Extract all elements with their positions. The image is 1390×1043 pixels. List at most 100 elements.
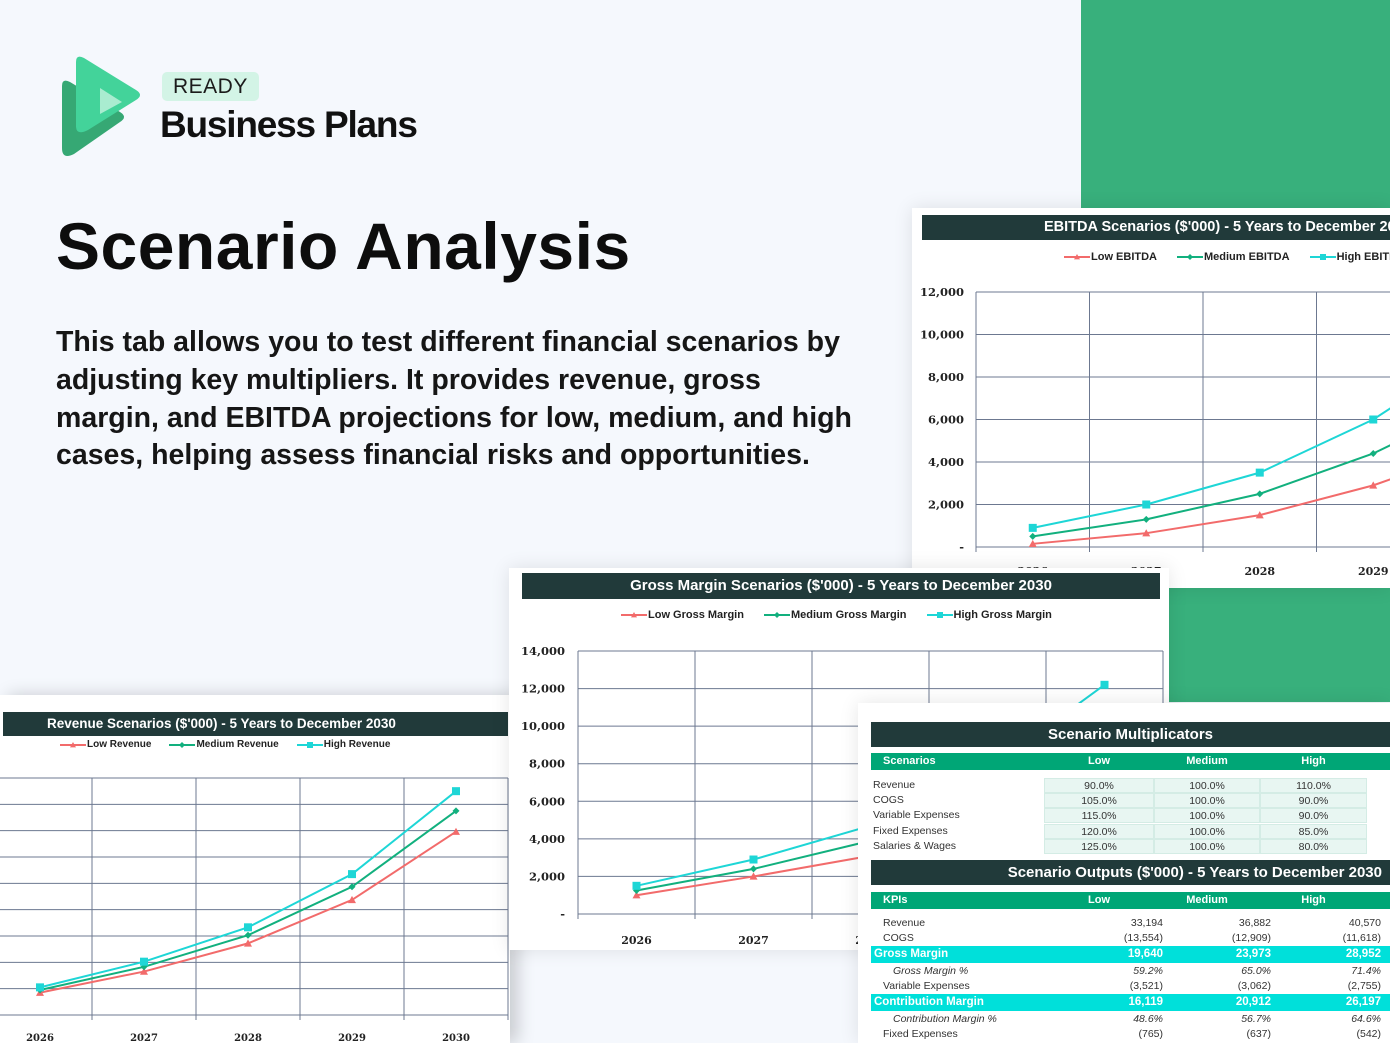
output-row: Fixed Expenses (765) (637) (542) [871, 1027, 1390, 1042]
chart-legend: Low EBITDA Medium EBITDA High EBITDA [1064, 251, 1390, 263]
output-value: (637) [1246, 1028, 1271, 1040]
revenue-chart-card: 2026 2027 2028 2029 2030 Revenue Scenarios (… [0, 695, 510, 1043]
x-tick-label: 2026 [26, 1033, 54, 1043]
header-cell: High [1301, 755, 1326, 767]
multiplicator-cell[interactable]: 120.0% [1044, 823, 1154, 839]
y-tick-label: 14,000 [521, 644, 565, 658]
data-point-square [36, 983, 44, 992]
series-line [39, 790, 457, 989]
output-value: (765) [1138, 1028, 1163, 1040]
data-point-diamond [244, 931, 252, 939]
multiplicator-cell[interactable]: 85.0% [1260, 823, 1367, 839]
y-tick-label: 2,000 [928, 498, 964, 512]
multiplicator-row: Revenue 90.0% 100.0% 110.0% [871, 778, 1390, 793]
row-label: Salaries & Wages [873, 839, 957, 852]
output-value: 40,570 [1348, 917, 1381, 929]
multiplicator-cell[interactable]: 105.0% [1044, 793, 1154, 809]
output-value: 16,119 [1128, 996, 1163, 1008]
data-point-diamond [1142, 515, 1150, 523]
ready-business-plans-logo-icon [62, 56, 140, 156]
x-tick-label: 2030 [442, 1033, 470, 1043]
multiplicator-cell[interactable]: 90.0% [1044, 778, 1154, 793]
data-point-diamond [452, 807, 460, 815]
row-label: Fixed Expenses [883, 1028, 958, 1040]
multiplicator-cell[interactable]: 125.0% [1044, 838, 1154, 854]
header-cell: Medium [1186, 755, 1228, 767]
y-tick-label: 6,000 [529, 794, 565, 808]
output-value: 59.2% [1133, 965, 1163, 977]
series-line [1032, 407, 1390, 529]
data-point-square [632, 881, 641, 890]
output-row-highlight: Contribution Margin 16,119 20,912 26,197 [871, 994, 1390, 1011]
data-point-square [749, 855, 758, 864]
data-point-square [306, 741, 313, 748]
output-value: 36,882 [1238, 917, 1271, 929]
output-value: 71.4% [1351, 965, 1381, 977]
data-point-square [348, 870, 356, 879]
output-value: 33,194 [1130, 917, 1163, 929]
data-point-square [1255, 468, 1264, 477]
multiplicator-cell[interactable]: 90.0% [1260, 793, 1367, 809]
ebitda-chart-plot: -2,0004,0006,0008,00010,00012,0002026202… [920, 285, 1390, 578]
multiplicator-row: Salaries & Wages 125.0% 100.0% 80.0% [871, 838, 1390, 854]
page-description: This tab allows you to test different fi… [56, 326, 852, 472]
data-point-triangle [1255, 511, 1264, 519]
x-tick-label: 2028 [1244, 565, 1275, 578]
multiplicator-cell[interactable]: 100.0% [1154, 823, 1260, 839]
data-point-diamond [1256, 490, 1264, 498]
series-square [1028, 407, 1390, 532]
output-value: 26,197 [1345, 996, 1381, 1008]
legend-label: High Gross Margin [953, 609, 1052, 621]
output-row: Contribution Margin % 48.6% 56.7% 64.6% [871, 1012, 1390, 1027]
data-point-square [936, 612, 943, 618]
data-point-triangle [1074, 254, 1080, 260]
page-title: Scenario Analysis [56, 209, 631, 283]
data-point-triangle [1142, 529, 1151, 537]
row-label: Gross Margin [874, 948, 949, 960]
data-point-square [452, 787, 460, 796]
outputs-header: KPIs Low Medium High [871, 892, 1390, 909]
multiplicators-title: Scenario Multiplicators [871, 722, 1390, 747]
chart-legend: Low Revenue Medium Revenue High Revenue [60, 739, 390, 750]
data-point-square [1319, 254, 1326, 260]
data-point-diamond [348, 883, 356, 891]
legend-label: High Revenue [323, 739, 391, 750]
data-point-diamond [1187, 254, 1193, 260]
output-value: 48.6% [1133, 1013, 1163, 1025]
legend-diamond-icon [1177, 254, 1203, 260]
data-point-square [244, 923, 252, 932]
multiplicator-row: Variable Expenses 115.0% 100.0% 90.0% [871, 808, 1390, 824]
chart-title: Revenue Scenarios ($'000) - 5 Years to D… [3, 712, 508, 736]
multiplicator-cell[interactable]: 90.0% [1260, 808, 1367, 824]
output-value: (3,521) [1129, 980, 1163, 992]
multiplicator-cell[interactable]: 100.0% [1154, 838, 1260, 854]
output-value: (11,618) [1342, 932, 1381, 944]
header-cell: Low [1088, 894, 1110, 906]
legend-item: High Revenue [296, 739, 391, 750]
output-value: 23,973 [1235, 948, 1271, 960]
multiplicator-cell[interactable]: 80.0% [1260, 838, 1367, 854]
output-value: 56.7% [1241, 1013, 1271, 1025]
output-value: 64.6% [1351, 1013, 1381, 1025]
legend-square-icon [296, 741, 323, 748]
output-row: Revenue 33,194 36,882 40,570 [871, 916, 1390, 931]
multiplicator-cell[interactable]: 100.0% [1154, 778, 1260, 793]
multiplicator-cell[interactable]: 110.0% [1260, 778, 1367, 793]
data-point-triangle [1028, 539, 1037, 548]
legend-item: Low Gross Margin [621, 609, 744, 621]
x-tick-label: 2027 [130, 1033, 158, 1043]
multiplicator-cell[interactable]: 100.0% [1154, 808, 1260, 824]
row-label: Revenue [883, 917, 926, 929]
brand-name: Business Plans [160, 104, 418, 145]
multiplicator-cell[interactable]: 100.0% [1154, 793, 1260, 809]
data-point-diamond [179, 741, 186, 748]
ebitda-chart-card: -2,0004,0006,0008,00010,00012,0002026202… [912, 208, 1390, 588]
ready-badge: READY [162, 72, 259, 101]
x-tick-label: 2028 [234, 1033, 262, 1043]
output-row: Gross Margin % 59.2% 65.0% 71.4% [871, 964, 1390, 979]
outputs-title: Scenario Outputs ($'000) - 5 Years to De… [871, 860, 1390, 885]
data-point-diamond [1369, 450, 1377, 457]
data-point-triangle [631, 612, 637, 618]
multiplicator-cell[interactable]: 115.0% [1044, 808, 1154, 824]
header-cell: Scenarios [883, 755, 936, 767]
